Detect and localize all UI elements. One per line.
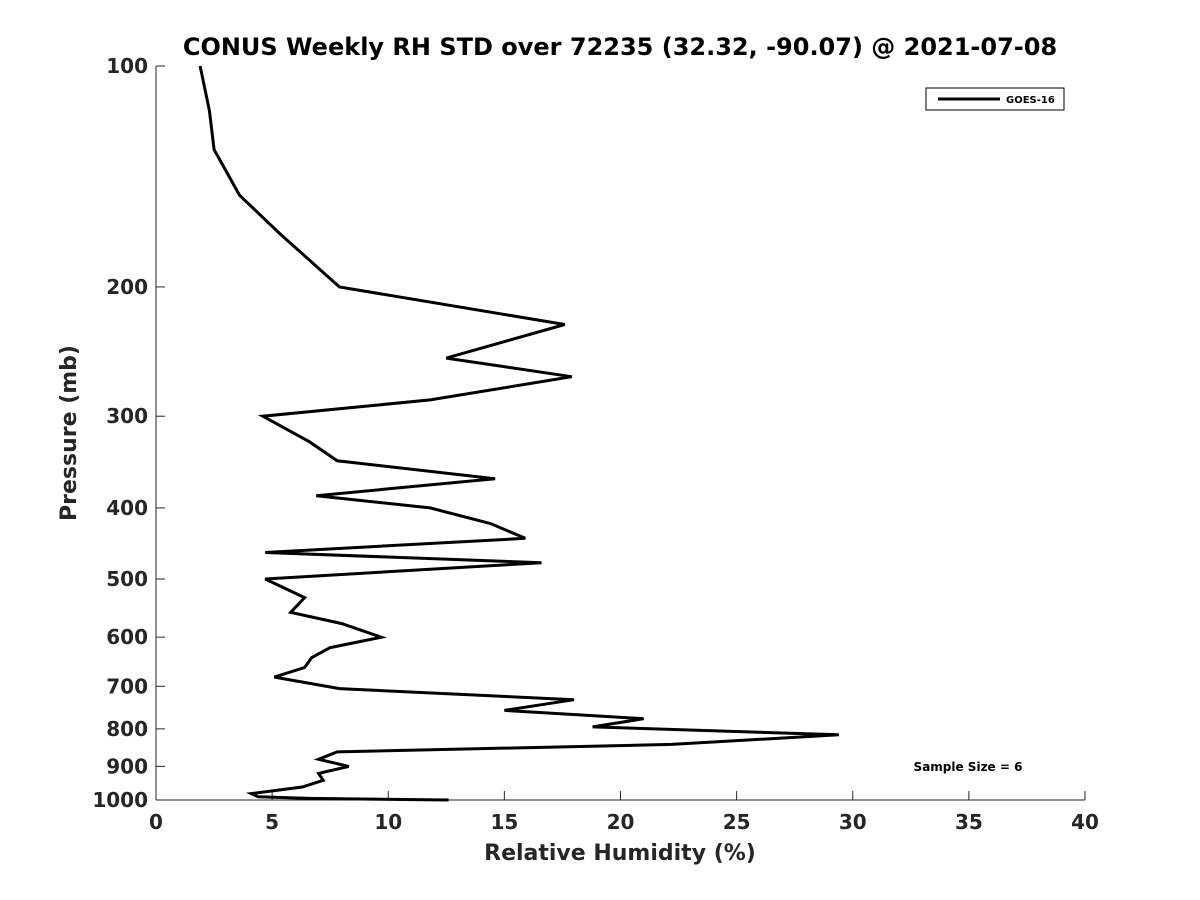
y-tick-label: 500 xyxy=(106,567,148,591)
y-tick-label: 800 xyxy=(106,717,148,741)
x-ticks: 0 5 10 15 20 25 30 35 40 xyxy=(149,791,1099,834)
y-ticks: 100 200 300 400 500 600 700 800 900 1000 xyxy=(92,54,165,812)
y-tick-label: 1000 xyxy=(92,788,148,812)
y-tick-label: 300 xyxy=(106,404,148,428)
y-axis-label: Pressure (mb) xyxy=(57,345,82,521)
x-tick-label: 10 xyxy=(374,810,402,834)
y-tick-label: 200 xyxy=(106,275,148,299)
chart-title: CONUS Weekly RH STD over 72235 (32.32, -… xyxy=(183,33,1057,61)
x-tick-label: 40 xyxy=(1071,810,1099,834)
y-tick-label: 400 xyxy=(106,496,148,520)
series-line-goes-16 xyxy=(198,65,839,802)
x-tick-label: 25 xyxy=(723,810,751,834)
x-axis-label: Relative Humidity (%) xyxy=(484,841,756,866)
legend-label-goes-16: GOES-16 xyxy=(1006,95,1055,106)
y-tick-label: 900 xyxy=(106,754,148,778)
y-tick-label: 600 xyxy=(106,625,148,649)
x-tick-label: 5 xyxy=(265,810,279,834)
plot-area: 0 5 10 15 20 25 30 35 40 100 200 300 400 500 600 700 80… xyxy=(92,54,1099,834)
x-tick-label: 20 xyxy=(607,810,635,834)
sample-size-annotation: Sample Size = 6 xyxy=(914,760,1023,774)
legend: GOES-16 xyxy=(925,87,1065,111)
y-tick-label: 700 xyxy=(106,674,148,698)
y-tick-label: 100 xyxy=(106,54,148,78)
x-tick-label: 30 xyxy=(839,810,867,834)
x-tick-label: 15 xyxy=(490,810,518,834)
x-tick-label: 35 xyxy=(955,810,983,834)
x-tick-label: 0 xyxy=(149,810,163,834)
